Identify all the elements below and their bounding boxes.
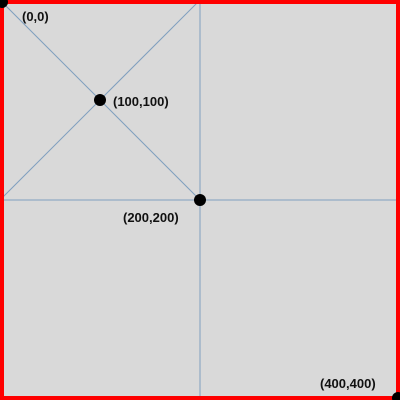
label-center: (200,200) xyxy=(123,210,179,225)
point-corner xyxy=(392,392,400,400)
label-quarter: (100,100) xyxy=(113,94,169,109)
point-center xyxy=(194,194,206,206)
label-origin: (0,0) xyxy=(22,9,49,24)
point-origin xyxy=(0,0,8,8)
label-corner: (400,400) xyxy=(320,376,376,391)
point-quarter xyxy=(94,94,106,106)
